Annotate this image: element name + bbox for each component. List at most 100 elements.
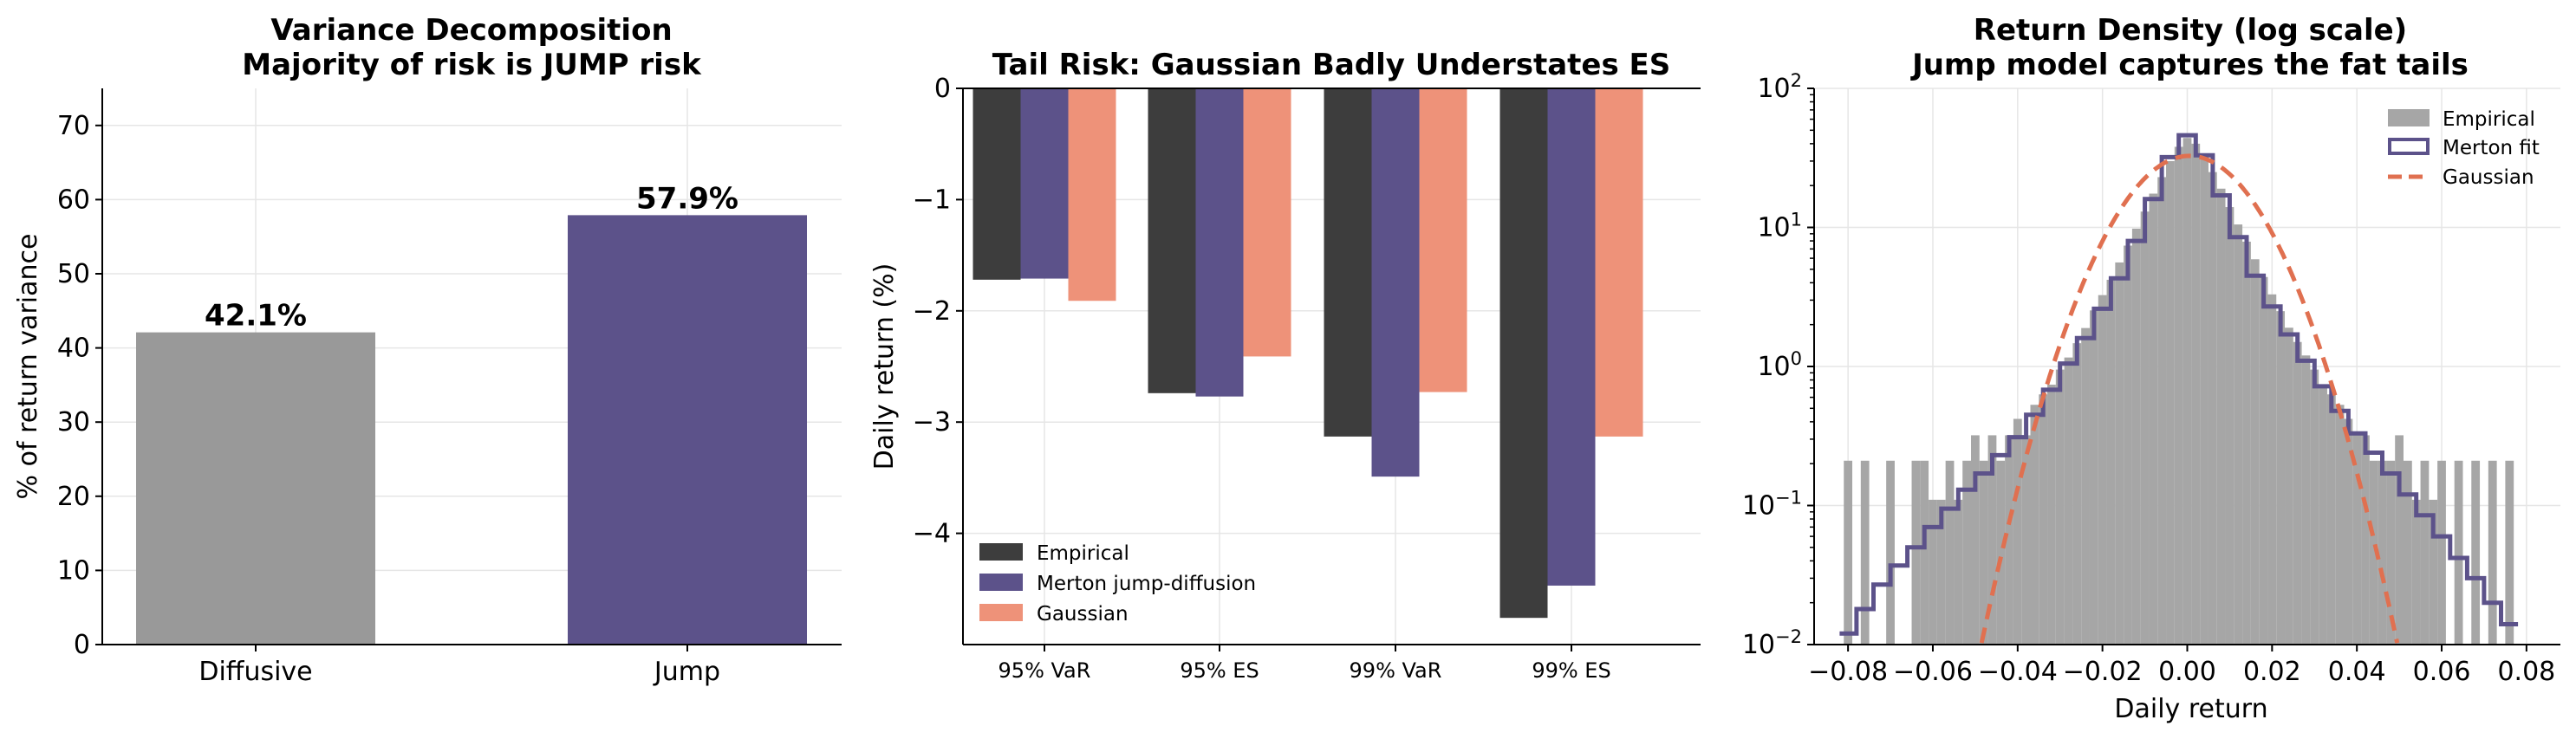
legend-label-empirical-hist: Empirical	[2443, 108, 2535, 131]
panel3-y-tick-label: 100	[1757, 348, 1802, 382]
panel3-y-ticks: 10−2 10−1 100 101 102	[1742, 70, 1814, 660]
hist-bar	[1987, 435, 1997, 645]
hist-bar	[1962, 460, 1972, 645]
hist-bar	[2166, 160, 2175, 645]
legend-swatch-gaussian	[979, 604, 1023, 621]
hist-bar	[2471, 460, 2481, 645]
hist-bar	[1936, 499, 1946, 645]
hist-bar	[2174, 146, 2183, 645]
panel1-y-tick-label: 50	[57, 259, 90, 289]
hist-bar	[2361, 435, 2370, 645]
panel2-y-axis-label: Daily return (%)	[869, 263, 900, 470]
hist-bar	[2454, 460, 2463, 645]
panel3-x-tick-label: −0.04	[1978, 657, 2058, 687]
panel3-y-tick-label: 102	[1757, 70, 1802, 104]
bar-diffusive	[136, 332, 375, 645]
panel2-y-tick-label: 0	[934, 74, 951, 104]
panel-tail-risk: Tail Risk: Gaussian Badly Understates ES…	[869, 48, 1701, 683]
hist-bar	[2081, 327, 2090, 645]
panel3-empirical-histogram	[1844, 138, 2514, 645]
bar-gaussian	[1068, 88, 1116, 301]
bar-merton	[1195, 88, 1244, 397]
gaussian-fit-line	[1979, 153, 2400, 644]
panel2-y-tick-label: −1	[913, 185, 951, 215]
hist-bar	[2352, 435, 2362, 645]
panel2-x-ticks: 95% VaR 95% ES 99% VaR 99% ES	[999, 645, 1611, 683]
legend-label-empirical: Empirical	[1037, 542, 1129, 565]
hist-bar	[1844, 460, 1853, 645]
hist-bar	[2505, 460, 2514, 645]
bar-empirical	[1499, 88, 1548, 619]
legend-swatch-merton-fit	[2388, 138, 2430, 155]
panel-variance-decomposition: Variance Decomposition Majority of risk …	[13, 13, 842, 687]
panel2-bars	[973, 88, 1643, 619]
hist-bar	[2285, 327, 2293, 645]
legend-label-gaussian-line: Gaussian	[2443, 166, 2534, 189]
merton-fit-line	[1839, 133, 2519, 636]
legend-swatch-empirical	[979, 543, 1023, 561]
hist-bar	[1971, 435, 1980, 645]
hist-bar	[2013, 418, 2022, 645]
hist-bar	[2344, 418, 2353, 645]
panel1-title: Variance Decomposition	[270, 13, 672, 48]
hist-bar	[2488, 460, 2497, 645]
bar-gaussian	[1243, 88, 1291, 357]
hist-bar	[2089, 310, 2098, 645]
panel1-y-tick-label: 70	[57, 111, 90, 141]
hist-bar	[2310, 369, 2319, 645]
hist-bar	[1929, 499, 1937, 645]
panel3-x-tick-label: 0.00	[2158, 657, 2216, 687]
hist-bar	[2021, 435, 2031, 645]
hist-bar	[2259, 276, 2268, 645]
hist-bar	[2378, 460, 2387, 645]
panel2-title: Tail Risk: Gaussian Badly Understates ES	[992, 48, 1671, 82]
hist-bar	[2106, 279, 2116, 645]
panel2-y-ticks: 0 −1 −2 −3 −4	[913, 74, 963, 549]
panel3-x-axis-label: Daily return	[2114, 694, 2267, 724]
hist-bar	[2386, 460, 2396, 645]
legend-swatch-merton	[979, 574, 1023, 591]
hist-bar	[1886, 460, 1895, 645]
panel1-y-tick-label: 10	[57, 555, 90, 586]
panel1-y-tick-label: 30	[57, 407, 90, 438]
panel3-x-tick-label: 0.08	[2497, 657, 2555, 687]
panel1-y-tick-label: 60	[57, 185, 90, 215]
panel1-subtitle: Majority of risk is JUMP risk	[242, 48, 702, 82]
panel1-y-tick-label: 40	[57, 334, 90, 364]
panel2-x-tick-label: 95% VaR	[999, 658, 1091, 683]
hist-bar	[2039, 394, 2048, 645]
panel3-x-tick-label: 0.06	[2413, 657, 2471, 687]
hist-bar	[2395, 435, 2404, 645]
legend-label-merton-fit: Merton fit	[2443, 137, 2540, 159]
hist-bar	[2267, 294, 2277, 645]
panel2-legend: Empirical Merton jump-diffusion Gaussian	[979, 542, 1256, 626]
panel3-y-tick-label: 10−2	[1742, 626, 1802, 660]
hist-bar	[2055, 369, 2065, 645]
legend-label-merton: Merton jump-diffusion	[1037, 573, 1256, 595]
bar-merton	[1371, 88, 1420, 477]
bar-merton	[1547, 88, 1596, 586]
panel-return-density: Return Density (log scale) Jump model ca…	[1742, 13, 2560, 724]
panel3-title: Return Density (log scale)	[1974, 13, 2407, 48]
hist-bar	[2250, 259, 2260, 645]
hist-bar	[2216, 188, 2226, 645]
hist-bar	[2149, 193, 2158, 645]
legend-label-gaussian: Gaussian	[1037, 603, 1129, 626]
hist-bar	[1911, 460, 1921, 645]
hist-bar	[2072, 343, 2082, 645]
hist-bar	[2182, 138, 2192, 645]
hist-bar	[2276, 311, 2286, 645]
hist-bar	[2200, 155, 2208, 645]
bar-empirical	[1324, 88, 1372, 437]
hist-bar	[2098, 295, 2107, 645]
hist-bar	[2131, 228, 2141, 645]
hist-bar	[2420, 460, 2430, 645]
hist-bar	[1979, 460, 1988, 645]
panel3-y-tick-label: 10−1	[1742, 488, 1802, 522]
panel1-bars: 42.1% 57.9%	[136, 181, 807, 645]
panel2-y-tick-label: −3	[913, 407, 951, 438]
panel3-subtitle: Jump model captures the fat tails	[1910, 48, 2469, 82]
hist-bar	[2234, 224, 2243, 645]
panel3-x-tick-label: 0.04	[2328, 657, 2386, 687]
